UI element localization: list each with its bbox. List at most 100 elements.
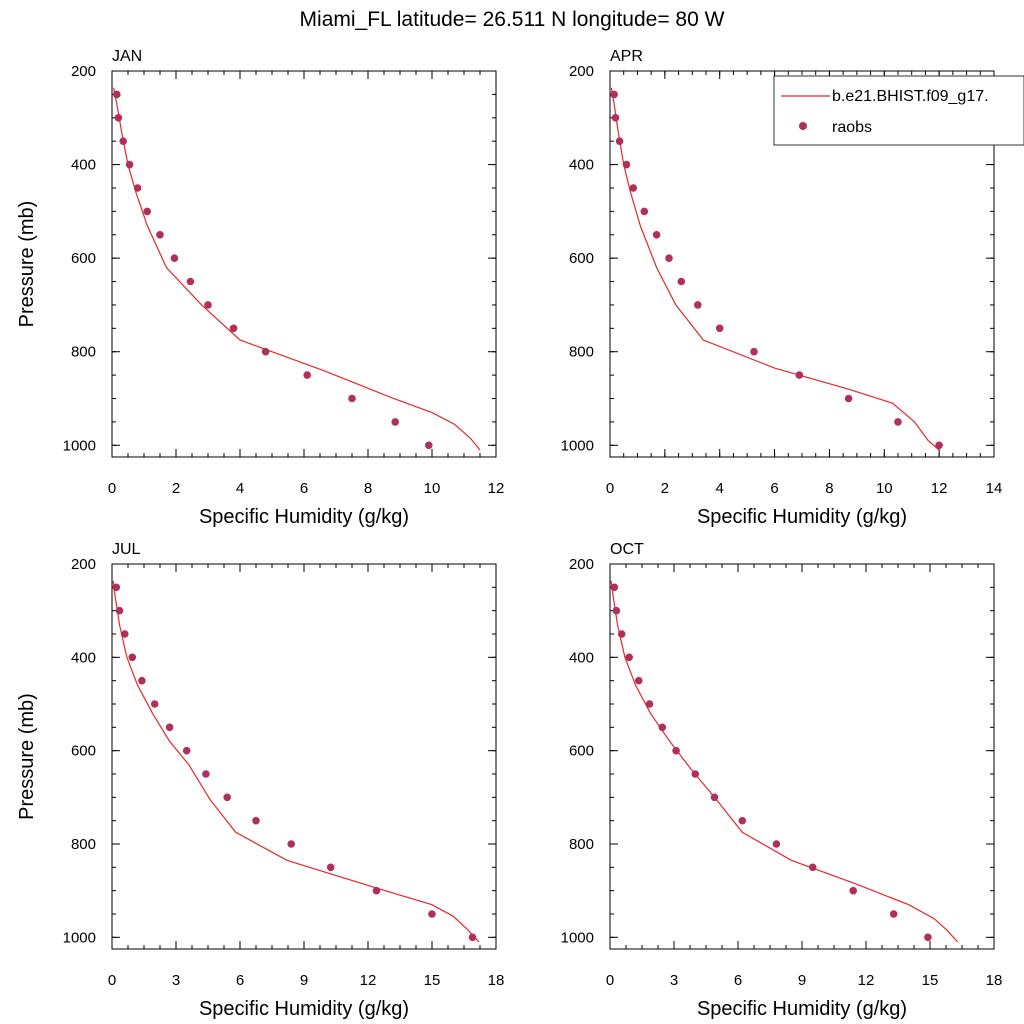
y-axis-title: Pressure (mb) — [16, 693, 38, 820]
legend: b.e21.BHIST.f09_g17. raobs — [773, 75, 1024, 146]
raobs-point — [610, 583, 619, 592]
raobs-point — [640, 207, 649, 216]
raobs-point — [665, 254, 673, 262]
x-tick-label: 6 — [734, 972, 742, 989]
raobs-point — [468, 933, 477, 942]
legend-box — [773, 75, 1024, 146]
raobs-point — [612, 606, 621, 615]
raobs-point — [428, 910, 436, 918]
raobs-point — [186, 277, 195, 286]
y-tick-label: 400 — [569, 157, 594, 174]
raobs-point — [170, 254, 179, 262]
raobs-point — [894, 418, 902, 426]
raobs-point — [738, 816, 747, 825]
x-tick-label: 12 — [360, 972, 377, 989]
x-tick-label: 12 — [858, 972, 875, 989]
panel-label: APR — [610, 48, 643, 65]
y-tick-label: 600 — [569, 743, 594, 760]
raobs-point — [658, 723, 667, 732]
x-tick-label: 15 — [424, 972, 441, 989]
x-tick-label: 9 — [300, 972, 308, 989]
x-axis-title: Specific Humidity (g/kg) — [697, 998, 907, 1020]
y-tick-label: 600 — [569, 250, 594, 267]
raobs-point — [138, 676, 146, 685]
panel-label: JAN — [112, 48, 142, 65]
raobs-point — [115, 606, 124, 615]
raobs-point — [165, 723, 174, 732]
y-tick-label: 1000 — [63, 437, 96, 454]
raobs-point — [204, 301, 212, 309]
raobs-point — [795, 371, 804, 379]
y-tick-label: 600 — [71, 743, 96, 760]
raobs-point — [133, 184, 142, 192]
raobs-point — [889, 910, 898, 918]
raobs-point — [348, 394, 356, 403]
raobs-point — [935, 441, 943, 450]
raobs-point — [694, 301, 702, 309]
raobs-point — [252, 816, 260, 825]
raobs-point — [156, 231, 164, 239]
y-tick-label: 1000 — [561, 437, 594, 454]
raobs-point — [772, 840, 781, 848]
y-tick-label: 400 — [71, 157, 96, 174]
raobs-point — [114, 114, 123, 122]
panel-jul: JUL 0 3 6 9 12 15 18 200 400 600 800 1000 Specific Hu… — [16, 541, 504, 1020]
series-line-model — [112, 580, 480, 943]
raobs-point — [261, 347, 270, 356]
raobs-point — [425, 441, 433, 450]
panel-label: OCT — [610, 541, 644, 558]
panel-label: JUL — [112, 541, 141, 558]
y-tick-label: 200 — [71, 63, 96, 80]
y-tick-label: 400 — [569, 649, 594, 666]
raobs-point — [223, 793, 231, 802]
x-tick-label: 0 — [108, 972, 116, 989]
raobs-point — [615, 137, 624, 145]
x-tick-label: 12 — [931, 480, 948, 497]
x-tick-label: 18 — [488, 972, 505, 989]
x-tick-label: 0 — [606, 480, 614, 497]
x-axis-title: Specific Humidity (g/kg) — [199, 998, 409, 1020]
panel-jan: JAN 0 2 4 6 8 10 12 200 400 600 800 1000 Specific Hum… — [16, 48, 504, 528]
raobs-point — [645, 700, 654, 708]
raobs-point — [610, 90, 618, 99]
y-tick-label: 1000 — [561, 929, 594, 946]
raobs-point — [677, 277, 686, 286]
raobs-point — [229, 324, 238, 333]
legend-marker-swatch — [799, 122, 807, 130]
raobs-point — [625, 653, 633, 662]
raobs-point — [924, 933, 932, 942]
raobs-point — [112, 583, 121, 592]
y-tick-label: 600 — [71, 250, 96, 267]
raobs-point — [715, 324, 724, 333]
y-tick-label: 800 — [569, 344, 594, 361]
x-tick-label: 12 — [488, 480, 505, 497]
x-tick-label: 8 — [825, 480, 833, 497]
plot-frame — [111, 563, 497, 950]
raobs-point — [849, 886, 857, 895]
raobs-point — [622, 160, 631, 169]
x-axis-title: Specific Humidity (g/kg) — [697, 506, 907, 528]
y-tick-label: 800 — [71, 836, 96, 853]
x-tick-label: 4 — [236, 480, 244, 497]
x-tick-label: 9 — [798, 972, 806, 989]
raobs-point — [125, 160, 134, 169]
raobs-point — [635, 676, 643, 685]
x-tick-label: 2 — [661, 480, 669, 497]
x-tick-label: 6 — [300, 480, 308, 497]
series-line-model — [610, 580, 959, 943]
x-axis-title: Specific Humidity (g/kg) — [199, 506, 409, 528]
x-tick-label: 8 — [364, 480, 372, 497]
raobs-point — [808, 863, 817, 872]
y-tick-label: 200 — [569, 63, 594, 80]
x-tick-label: 3 — [670, 972, 678, 989]
x-tick-label: 0 — [606, 972, 614, 989]
raobs-point — [844, 394, 853, 403]
raobs-point — [128, 653, 137, 662]
x-tick-label: 15 — [922, 972, 939, 989]
series-line-model — [113, 87, 481, 451]
x-tick-label: 2 — [172, 480, 180, 497]
raobs-point — [182, 746, 191, 755]
y-tick-label: 800 — [71, 344, 96, 361]
y-tick-label: 1000 — [63, 929, 96, 946]
